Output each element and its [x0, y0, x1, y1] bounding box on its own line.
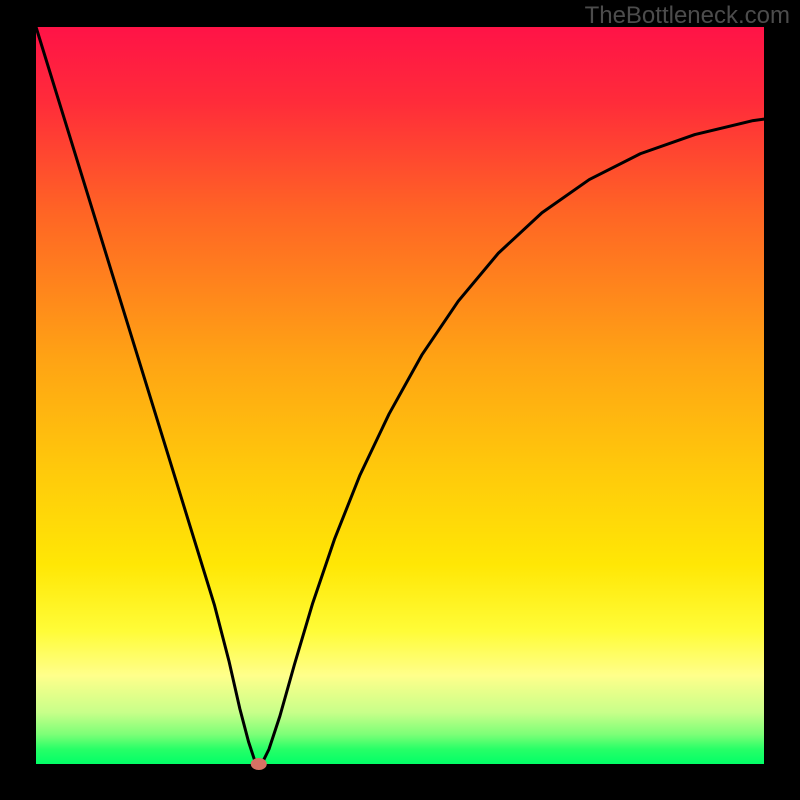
chart-root: TheBottleneck.com [0, 0, 800, 800]
plot-gradient-background [36, 27, 764, 764]
watermark-text: TheBottleneck.com [585, 2, 790, 30]
